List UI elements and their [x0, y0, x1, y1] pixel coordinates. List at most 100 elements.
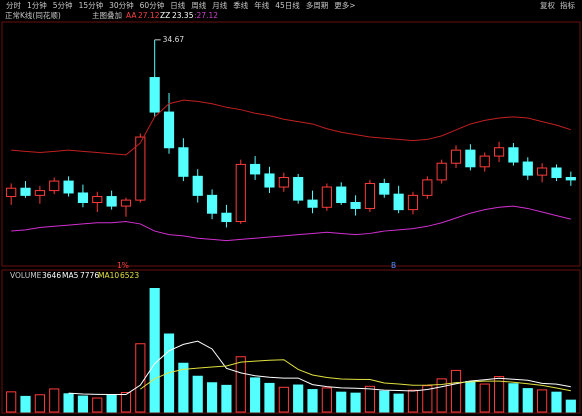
volume-bar	[264, 382, 275, 413]
candle-body	[235, 163, 246, 223]
toolbar-item[interactable]: 更多>	[334, 0, 355, 10]
volume-bar	[493, 376, 505, 413]
candle-body	[221, 212, 232, 223]
volume-bar	[436, 378, 447, 413]
lower-label: ZZ	[160, 11, 170, 20]
candle-body	[393, 193, 404, 211]
volume-bar	[178, 362, 189, 413]
candle-body	[450, 149, 462, 164]
candle-body	[551, 167, 562, 179]
volume-bar	[336, 391, 347, 413]
toolbar-item[interactable]: 周线	[191, 0, 206, 10]
candle-body	[120, 199, 132, 207]
volume-bar	[407, 389, 419, 413]
overlay-name: 主图叠加	[92, 10, 122, 20]
candle-body	[77, 192, 89, 203]
volume-bar	[307, 389, 318, 413]
volume-bar	[379, 390, 390, 413]
volume-bar	[551, 391, 562, 413]
toolbar-item[interactable]: 1分钟	[27, 0, 47, 10]
volume-bar	[120, 392, 132, 413]
toolbar-item[interactable]: 30分钟	[109, 0, 134, 10]
volume-bar	[20, 395, 31, 413]
volume-bar	[63, 393, 74, 413]
extra-value: :27.12	[194, 11, 218, 20]
toolbar-item[interactable]: 分时	[6, 0, 21, 10]
volume-bar	[6, 391, 17, 413]
volume-bar	[77, 395, 89, 413]
volume-bar	[522, 388, 533, 413]
candle-body	[163, 111, 175, 149]
candle-body	[379, 182, 390, 195]
toolbar-item[interactable]: 季线	[233, 0, 248, 10]
band-line	[11, 205, 571, 242]
volume-bar	[192, 375, 203, 413]
candle-body	[34, 190, 45, 196]
marker: B	[391, 261, 396, 270]
candle-body	[20, 187, 31, 196]
volume-bar	[450, 369, 462, 413]
volume-bar	[393, 393, 404, 413]
main-panel	[1, 21, 581, 267]
candle-body	[508, 147, 519, 163]
toolbar-item[interactable]: 指标	[560, 0, 575, 10]
toolbar-item[interactable]: 多周期	[306, 0, 329, 10]
volume-bar	[278, 386, 289, 413]
toolbar-item[interactable]: 45日线	[275, 0, 300, 10]
candle-body	[465, 149, 476, 168]
candle-body	[364, 182, 376, 209]
volume-bar	[49, 388, 60, 413]
toolbar-item[interactable]: 日线	[170, 0, 185, 10]
volume-bar	[250, 377, 261, 413]
volume-bar	[149, 288, 160, 413]
toolbar-item[interactable]: 5分钟	[53, 0, 73, 10]
upper-label: AA	[126, 11, 137, 20]
volume-bar	[221, 384, 232, 413]
band-line	[11, 99, 571, 156]
toolbar-item[interactable]: 15分钟	[79, 0, 104, 10]
candle-body	[149, 77, 160, 113]
ma10-value: 6523	[120, 271, 139, 280]
candle-body	[278, 177, 289, 188]
candle-body	[192, 175, 203, 196]
candle-body	[422, 179, 433, 196]
lower-value: 23.35	[172, 11, 194, 20]
ma10-label: MA10	[98, 271, 119, 280]
volume-bar	[106, 394, 117, 413]
volume-bar	[537, 389, 548, 413]
candle-body	[436, 162, 447, 181]
volume-bar	[34, 394, 45, 413]
volume-bar	[135, 343, 146, 413]
candle-body	[6, 187, 17, 198]
candle-body	[135, 136, 146, 201]
upper-value: 27.12	[138, 11, 160, 20]
volume-bar	[321, 387, 332, 413]
volume-bar	[465, 380, 476, 413]
volume-bar	[508, 383, 519, 413]
candle-body	[92, 196, 103, 204]
volume-bar	[206, 382, 218, 413]
indicator-header: 正常K线(同花顺) 主图叠加 AA 27.12 ZZ 23.35 :27.12 …	[5, 10, 396, 280]
candle-body	[321, 186, 332, 208]
toolbar-item[interactable]: 月线	[212, 0, 227, 10]
toolbar-item[interactable]: 复权	[540, 0, 555, 10]
toolbar-item[interactable]: 60分钟	[140, 0, 165, 10]
volume-bar	[350, 392, 361, 413]
volume-bar	[422, 385, 433, 413]
candle-body	[407, 194, 419, 211]
volume-bar	[235, 356, 246, 413]
candle-body	[206, 194, 218, 214]
candle-body	[336, 186, 347, 203]
ma-line	[140, 359, 571, 392]
volume-bar	[293, 384, 304, 413]
candle-body	[522, 161, 533, 176]
candle-body	[49, 180, 60, 192]
candle-body	[565, 177, 576, 181]
candle-body	[479, 155, 490, 168]
chart-title: 正常K线(同花顺)	[5, 10, 61, 20]
candle-body	[293, 177, 304, 201]
toolbar-item[interactable]: 年线	[254, 0, 269, 10]
max-label: 34.67	[163, 35, 185, 44]
ma-line	[68, 340, 571, 396]
